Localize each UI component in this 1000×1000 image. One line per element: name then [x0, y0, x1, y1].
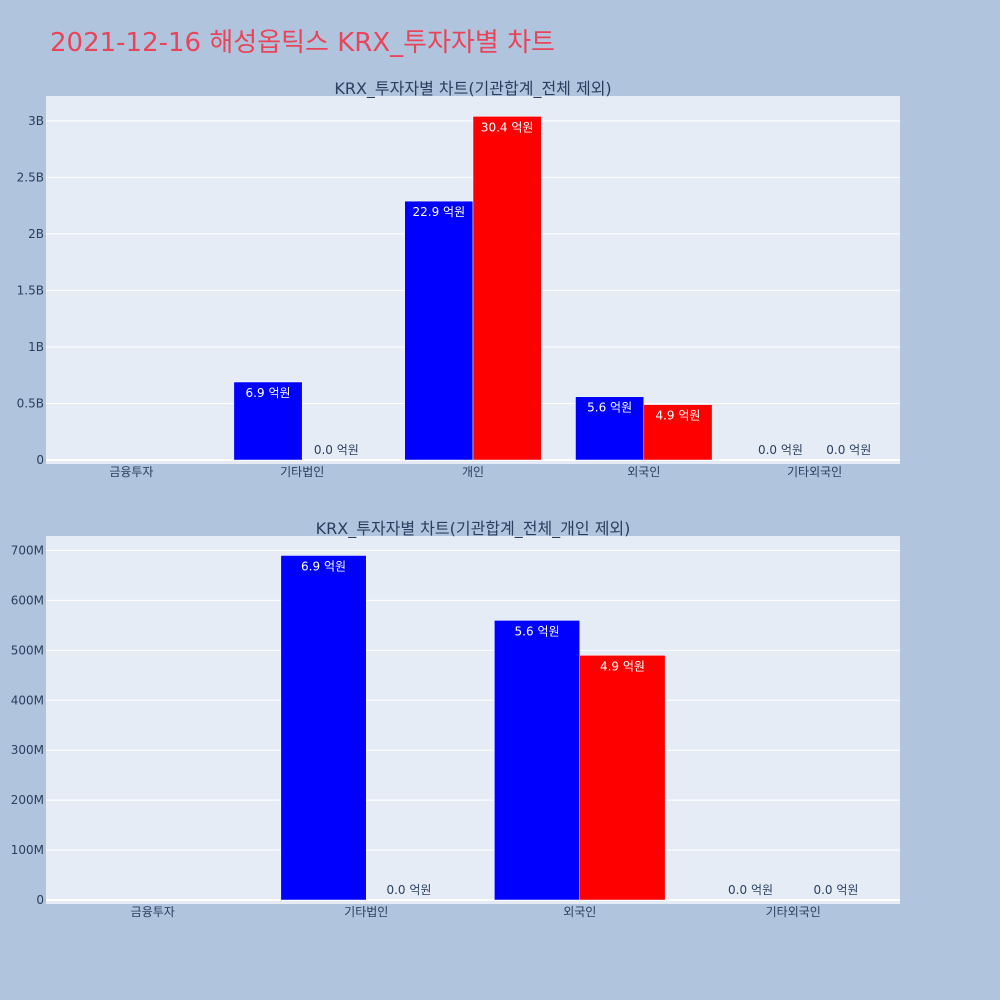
chart-title: KRX_투자자별 차트(기관합계_전체 제외)	[334, 79, 611, 99]
data-label: 4.9 억원	[655, 409, 700, 423]
bar	[643, 404, 713, 461]
y-tick-label: 2B	[28, 227, 44, 241]
y-tick-label: 3B	[28, 114, 44, 128]
page-title: 2021-12-16 해성옵틱스 KRX_투자자별 차트	[50, 28, 555, 58]
x-tick-label: 기타외국인	[787, 465, 842, 479]
x-tick-label: 금융투자	[131, 905, 175, 919]
data-label: 4.9 억원	[600, 659, 645, 673]
chart-title: KRX_투자자별 차트(기관합계_전체_개인 제외)	[316, 519, 631, 539]
chart-bottom: 0 100M 200M 300M 400M 500M 600M 700M KRX_투자자별 차트…	[11, 519, 900, 919]
x-tick-label: 기타법인	[344, 905, 388, 919]
y-tick-label: 400M	[11, 693, 44, 707]
x-tick-label: 기타법인	[280, 465, 324, 479]
bar	[579, 655, 666, 901]
plot-background	[46, 536, 900, 904]
y-tick-label: 0	[36, 453, 44, 467]
y-tick-label: 1B	[28, 340, 44, 354]
bar	[280, 555, 367, 901]
y-tick-label: 100M	[11, 843, 44, 857]
bar	[404, 200, 474, 461]
data-label: 0.0 억원	[386, 883, 431, 897]
data-label: 0.0 억원	[826, 443, 871, 457]
data-label: 30.4 억원	[481, 120, 534, 134]
data-label: 22.9 억원	[413, 205, 466, 219]
x-tick-label: 금융투자	[109, 465, 153, 479]
data-label: 6.9 억원	[246, 386, 291, 400]
y-tick-label: 2.5B	[17, 170, 44, 184]
x-tick-label: 외국인	[563, 905, 596, 919]
data-label: 5.6 억원	[587, 401, 632, 415]
data-label: 0.0 억원	[813, 883, 858, 897]
y-tick-label: 1.5B	[17, 283, 44, 297]
chart-top: 0 0.5B 1B 1.5B 2B 2.5B 3B KRX_투자자별 차트(기관합계_전체 제…	[17, 79, 900, 479]
y-tick-label: 500M	[11, 643, 44, 657]
y-tick-label: 0	[36, 893, 44, 907]
data-label: 6.9 억원	[301, 559, 346, 573]
bar	[494, 620, 581, 901]
data-label: 0.0 억원	[314, 443, 359, 457]
y-tick-label: 200M	[11, 793, 44, 807]
y-tick-label: 600M	[11, 593, 44, 607]
bar	[472, 116, 542, 461]
bar	[233, 381, 303, 461]
y-tick-label: 700M	[11, 543, 44, 557]
x-tick-label: 개인	[462, 465, 484, 479]
data-label: 0.0 억원	[758, 443, 803, 457]
data-label: 5.6 억원	[515, 624, 560, 638]
y-tick-label: 300M	[11, 743, 44, 757]
y-tick-label: 0.5B	[17, 396, 44, 410]
data-label: 0.0 억원	[728, 883, 773, 897]
x-tick-label: 기타외국인	[766, 905, 821, 919]
x-tick-label: 외국인	[627, 465, 660, 479]
bar	[575, 396, 645, 461]
